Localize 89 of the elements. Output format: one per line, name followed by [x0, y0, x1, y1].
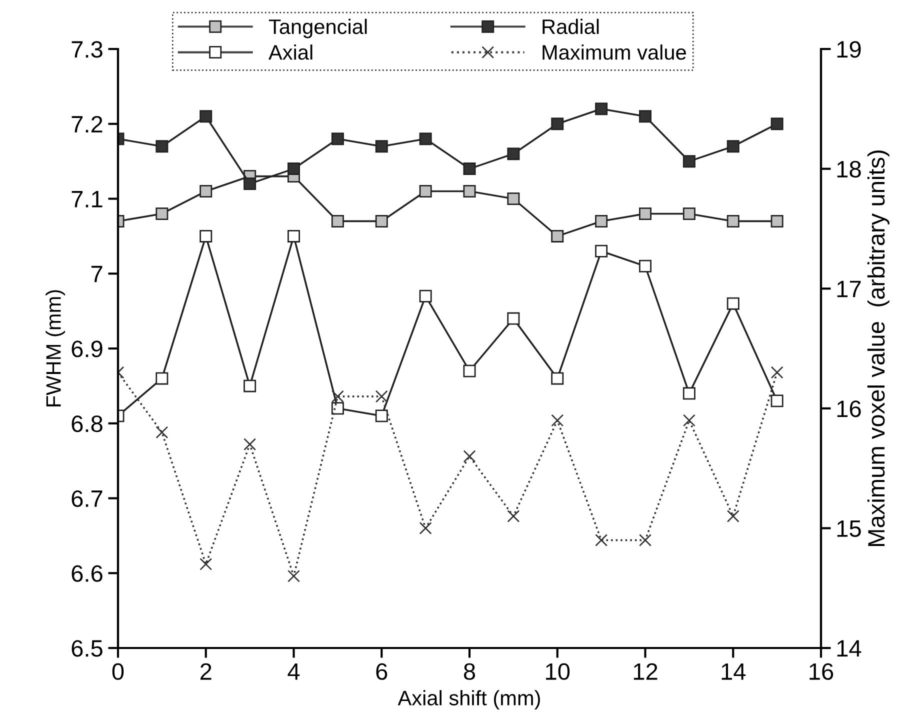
point — [682, 414, 696, 427]
point — [244, 438, 256, 451]
point — [595, 534, 608, 546]
point — [375, 214, 388, 228]
point — [288, 230, 300, 242]
y2-tick-label: 14 — [837, 640, 862, 657]
x-tick-label: 4 — [288, 663, 300, 680]
y-tick-label: 6.7 — [72, 490, 102, 508]
x-tick-label: 0 — [112, 663, 124, 680]
point — [770, 214, 784, 228]
point — [331, 214, 344, 228]
point — [507, 510, 520, 522]
y2-tick-label: 18 — [837, 160, 861, 178]
point — [156, 207, 168, 220]
point — [639, 534, 652, 546]
point — [419, 290, 432, 302]
y2-tick-label: 19 — [837, 41, 861, 58]
y2-tick-label: 17 — [837, 280, 861, 298]
x-tick-label: 10 — [546, 663, 570, 680]
point — [595, 214, 608, 228]
point — [595, 102, 608, 116]
y-tick-label: 7.2 — [72, 116, 102, 132]
point — [463, 364, 476, 378]
y2-tick-label: 16 — [837, 400, 861, 418]
point — [375, 390, 388, 403]
point — [726, 510, 740, 522]
point — [463, 162, 476, 176]
x-tick-label: 2 — [200, 663, 212, 680]
legend-label: Maximum value — [542, 44, 686, 60]
point — [682, 207, 696, 220]
x-tick-label: 14 — [722, 663, 746, 680]
x-tick-label: 6 — [376, 663, 388, 680]
point — [726, 297, 740, 310]
point — [200, 110, 212, 123]
point — [639, 207, 652, 220]
y-tick-label: 6.6 — [72, 565, 102, 582]
x-tick-label: 16 — [810, 663, 834, 680]
point — [244, 178, 256, 190]
point — [770, 366, 784, 379]
point — [331, 390, 344, 403]
point — [507, 148, 520, 160]
y-tick-label: 7.1 — [72, 191, 102, 208]
point — [375, 410, 388, 422]
point — [463, 450, 476, 463]
point — [639, 110, 652, 123]
point — [507, 192, 520, 205]
legend-label: Radial — [542, 18, 599, 34]
point — [419, 522, 432, 534]
point — [551, 118, 564, 130]
point — [551, 414, 564, 427]
point — [288, 570, 300, 582]
point — [682, 387, 696, 400]
point — [375, 140, 388, 153]
point — [200, 185, 212, 198]
x-axis-title: Axial shift (mm) — [398, 690, 540, 710]
point — [156, 426, 168, 439]
y-axis-title: FWHM (mm) — [46, 290, 66, 406]
point — [507, 312, 520, 325]
point — [156, 372, 168, 385]
point — [419, 132, 432, 146]
y-tick-label: 6.8 — [72, 415, 102, 432]
point — [331, 402, 344, 415]
point — [200, 558, 212, 570]
y-tick-label: 6.9 — [72, 340, 102, 358]
legend-label: Axial — [268, 44, 312, 60]
y-tick-label: 6.5 — [72, 640, 102, 657]
point — [331, 132, 344, 146]
point — [639, 260, 652, 272]
point — [463, 185, 476, 198]
point — [551, 230, 564, 242]
y2-tick-label: 15 — [837, 520, 861, 537]
y-tick-label: 7 — [91, 266, 102, 282]
point — [595, 244, 608, 258]
point — [770, 118, 784, 130]
x-tick-label: 12 — [634, 663, 658, 680]
point — [726, 214, 740, 228]
point — [682, 155, 696, 168]
legend-label: Tangencial — [268, 18, 367, 38]
y2-axis-title: Maximum voxel value (arbitrary units) — [867, 150, 890, 546]
point — [288, 162, 300, 176]
point — [244, 380, 256, 392]
point — [419, 185, 432, 198]
point — [726, 140, 740, 153]
y-tick-label: 7.3 — [72, 41, 102, 58]
x-tick-label: 8 — [464, 663, 476, 680]
point — [200, 230, 212, 242]
point — [551, 372, 564, 385]
point — [156, 140, 168, 153]
point — [770, 394, 784, 408]
